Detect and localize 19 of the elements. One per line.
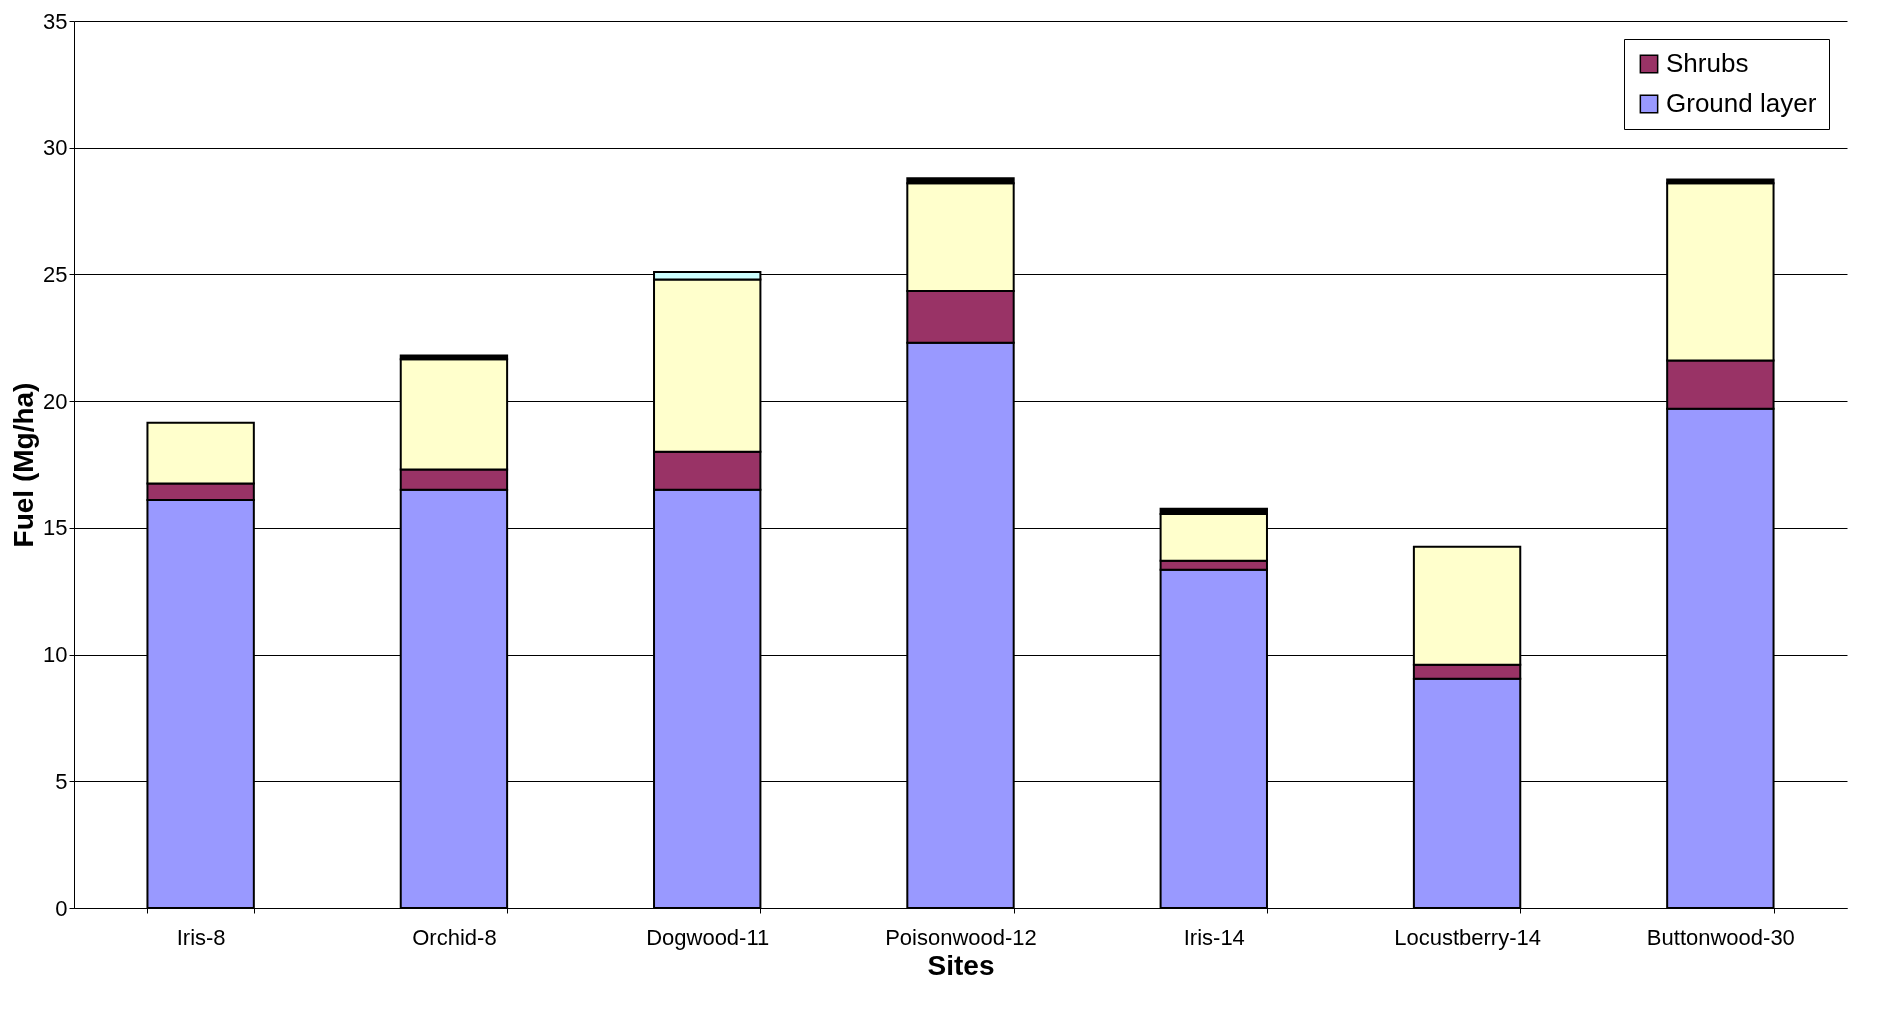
legend-label: Shrubs <box>1666 48 1749 78</box>
y-tick-label: 15 <box>43 515 68 541</box>
y-tick-label: 5 <box>55 768 68 794</box>
x-tick-label: Dogwood-11 <box>646 924 770 950</box>
legend-label: Ground layer <box>1666 88 1817 118</box>
x-tick-label: Orchid-8 <box>412 924 497 950</box>
y-tick-label: 10 <box>43 642 68 668</box>
y-tick-label: 20 <box>43 388 68 414</box>
y-tick-label: 30 <box>43 135 68 161</box>
y-tick-label: 0 <box>55 895 68 921</box>
x-axis-title: Sites <box>927 949 995 981</box>
x-tick-label: Iris-14 <box>1183 924 1245 950</box>
y-tick-label: 35 <box>43 8 68 34</box>
x-tick-label: Locustberry-14 <box>1394 924 1541 950</box>
y-tick-label: 25 <box>43 261 68 287</box>
y-axis-title: Fuel (Mg/ha) <box>8 382 40 548</box>
x-tick-label: Poisonwood-12 <box>885 924 1037 950</box>
x-tick-label: Iris-8 <box>176 924 226 950</box>
x-tick-label: Buttonwood-30 <box>1646 924 1795 950</box>
